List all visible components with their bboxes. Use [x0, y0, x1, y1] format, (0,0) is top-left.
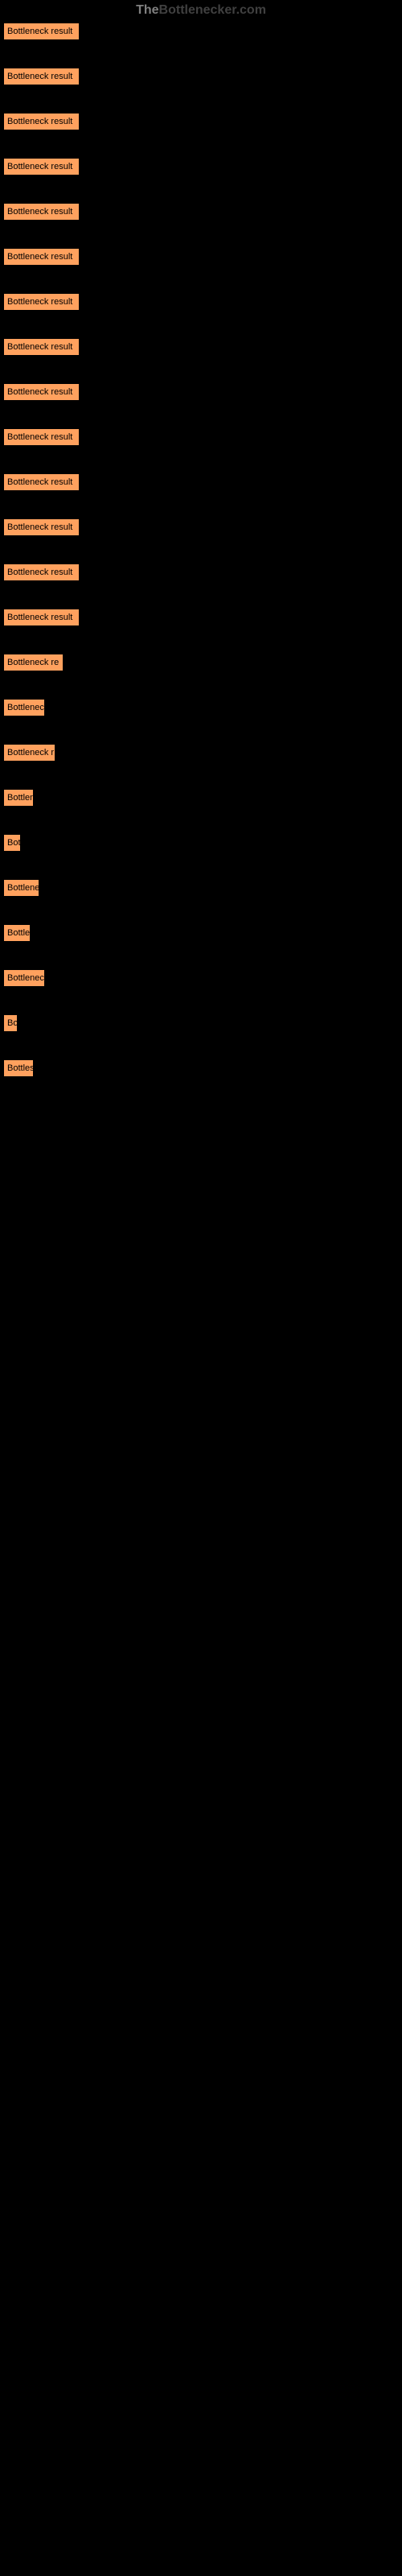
bar-label: Bottleneck result: [7, 522, 72, 532]
bar-row: Bottleneck result: [3, 518, 399, 536]
bar: Bottleneck result: [3, 113, 80, 130]
bar-row: Bottleneck re: [3, 654, 399, 671]
bar-label: Bottleneck r: [7, 748, 54, 758]
bar-row: Bottleneck result: [3, 564, 399, 581]
bar-label: Bo: [7, 1018, 18, 1028]
bar: Bottleneck re: [3, 654, 64, 671]
bar: Bottleneck result: [3, 609, 80, 626]
bar: Bottlen: [3, 789, 34, 807]
bar-label: Bottle: [7, 928, 30, 938]
bar-row: Bottlenec: [3, 699, 399, 716]
bar: Bottleneck result: [3, 564, 80, 581]
bar-row: Bottles: [3, 1059, 399, 1077]
bar-row: Bottleneck result: [3, 248, 399, 266]
bar-label: Bottleneck re: [7, 658, 59, 667]
bar: Bottlene: [3, 879, 39, 897]
bar-label: Bottlen: [7, 793, 34, 803]
bar-row: Bottlen: [3, 789, 399, 807]
bar-label: Bottleneck result: [7, 613, 72, 622]
bar: Bottleneck result: [3, 473, 80, 491]
bar: Bottlenec: [3, 969, 45, 987]
bar-label: Bottleneck result: [7, 477, 72, 487]
bar-label: Bottles: [7, 1063, 34, 1073]
bar-row: Bottleneck result: [3, 113, 399, 130]
bar-row: Bottlene: [3, 879, 399, 897]
bar-label: Bottleneck result: [7, 342, 72, 352]
bar-row: Bottleneck result: [3, 473, 399, 491]
bar-row: Bottleneck result: [3, 203, 399, 221]
bar-row: Bottleneck result: [3, 158, 399, 175]
bar: Bo: [3, 1014, 18, 1032]
bar-row: Bottle: [3, 924, 399, 942]
header: TheBottlenecker.com: [0, 0, 402, 21]
header-brand-part1: The: [136, 3, 158, 17]
bar: Bottleneck result: [3, 158, 80, 175]
bar: Bottleneck result: [3, 428, 80, 446]
bar-row: Bottleneck result: [3, 383, 399, 401]
bar-row: Bottleneck result: [3, 428, 399, 446]
bar-label: Bottleneck result: [7, 207, 72, 217]
bar-label: Bottleneck result: [7, 72, 72, 81]
bar-row: Bottleneck result: [3, 338, 399, 356]
bar-label: Bottleneck result: [7, 297, 72, 307]
bar: Bottleneck result: [3, 248, 80, 266]
bar: Bottles: [3, 1059, 34, 1077]
bar-label: Bottleneck result: [7, 568, 72, 577]
bar-label: Bottleneck result: [7, 252, 72, 262]
bar-row: Bottlenec: [3, 969, 399, 987]
bar: Bottle: [3, 924, 31, 942]
bar: Bottleneck result: [3, 338, 80, 356]
bar-row: Bottleneck result: [3, 23, 399, 40]
bar: Bottleneck result: [3, 293, 80, 311]
bar-row: Bot: [3, 834, 399, 852]
bar-label: Bottlenec: [7, 973, 44, 983]
bar-label: Bottleneck result: [7, 117, 72, 126]
bar: Bottleneck result: [3, 23, 80, 40]
bar-label: Bottleneck result: [7, 162, 72, 171]
bar: Bottleneck result: [3, 68, 80, 85]
bar: Bottleneck r: [3, 744, 55, 762]
bar-label: Bottlene: [7, 883, 39, 893]
header-brand-part2: Bottlenecker.com: [159, 3, 266, 17]
bar-row: Bottleneck result: [3, 68, 399, 85]
bar-label: Bot: [7, 838, 21, 848]
bar-row: Bo: [3, 1014, 399, 1032]
bar-label: Bottlenec: [7, 703, 44, 712]
bar: Bottlenec: [3, 699, 45, 716]
bar-row: Bottleneck result: [3, 293, 399, 311]
bar: Bottleneck result: [3, 383, 80, 401]
bar-label: Bottleneck result: [7, 432, 72, 442]
bar-row: Bottleneck r: [3, 744, 399, 762]
bar-label: Bottleneck result: [7, 387, 72, 397]
bar: Bottleneck result: [3, 518, 80, 536]
bar: Bottleneck result: [3, 203, 80, 221]
bar-chart: Bottleneck result Bottleneck result Bottle…: [0, 21, 402, 1106]
bar-row: Bottleneck result: [3, 609, 399, 626]
bar-label: Bottleneck result: [7, 27, 72, 36]
bar: Bot: [3, 834, 21, 852]
